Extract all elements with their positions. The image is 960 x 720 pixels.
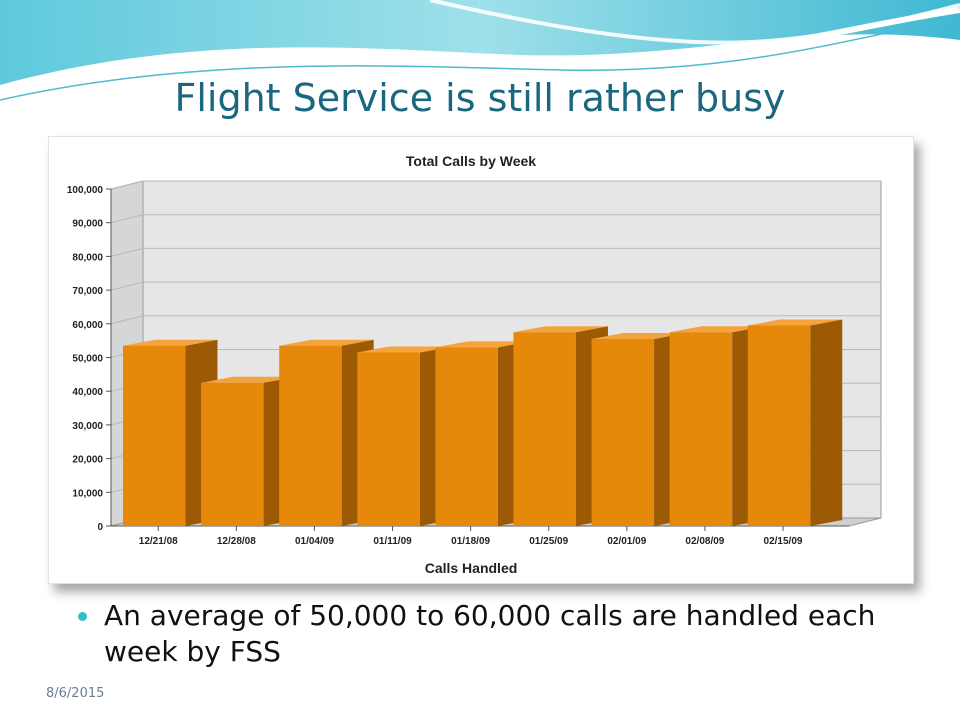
bar <box>747 325 811 526</box>
y-gridline <box>110 214 881 224</box>
y-tick-label: 100,000 <box>67 185 104 196</box>
x-tick-label: 01/18/09 <box>451 536 490 547</box>
bar <box>201 382 264 526</box>
bar <box>123 345 186 526</box>
bar <box>669 332 733 526</box>
y-tick-label: 60,000 <box>72 320 103 331</box>
x-tick-label: 01/25/09 <box>529 536 568 547</box>
y-gridline <box>110 247 881 257</box>
bar-top <box>435 341 530 348</box>
y-tick-label: 30,000 <box>72 421 103 432</box>
slide-date: 8/6/2015 <box>46 686 105 701</box>
bar-top <box>747 319 843 326</box>
y-tick-label: 80,000 <box>72 252 103 263</box>
y-tick-label: 10,000 <box>72 488 103 499</box>
y-gridline <box>110 180 881 190</box>
y-tick-label: 70,000 <box>72 286 103 297</box>
x-tick-label: 12/21/08 <box>139 536 178 547</box>
y-tick-label: 0 <box>97 522 103 533</box>
bar <box>279 345 342 526</box>
x-tick-label: 02/01/09 <box>607 536 646 547</box>
y-gridline <box>110 281 881 291</box>
bar <box>513 332 576 526</box>
header-wave-decoration <box>0 0 960 101</box>
bar <box>435 347 498 526</box>
chart-title: Total Calls by Week <box>406 153 536 169</box>
y-tick-label: 90,000 <box>72 219 103 230</box>
x-tick-label: 01/04/09 <box>295 536 334 547</box>
bar-top <box>201 376 296 383</box>
bar <box>591 338 655 526</box>
x-tick-label: 02/15/09 <box>764 536 803 547</box>
x-tick-label: 12/28/08 <box>217 536 256 547</box>
chart-panel: Total Calls by Week Calls Handled 0 10,00… <box>48 136 914 584</box>
y-gridline <box>110 315 881 325</box>
bullet-dot <box>78 612 87 621</box>
bullet-text: An average of 50,000 to 60,000 calls are… <box>104 599 876 668</box>
bar-top <box>669 326 765 333</box>
bar-chart: Total Calls by Week Calls Handled 0 10,00… <box>67 153 882 576</box>
y-tick-label: 20,000 <box>72 455 103 466</box>
bar-top <box>123 339 218 346</box>
bar-top <box>357 346 452 353</box>
slide-title: Flight Service is still rather busy <box>174 76 786 120</box>
bar-side <box>810 319 843 526</box>
y-tick-label: 50,000 <box>72 354 103 365</box>
x-tick-label: 02/08/09 <box>685 536 724 547</box>
bar-top <box>279 339 374 346</box>
x-axis-label: Calls Handled <box>425 560 518 576</box>
bar-top <box>591 332 687 339</box>
bar <box>357 352 420 526</box>
x-tick-label: 01/11/09 <box>373 536 412 547</box>
y-tick-label: 40,000 <box>72 387 103 398</box>
bar-top <box>513 326 608 333</box>
